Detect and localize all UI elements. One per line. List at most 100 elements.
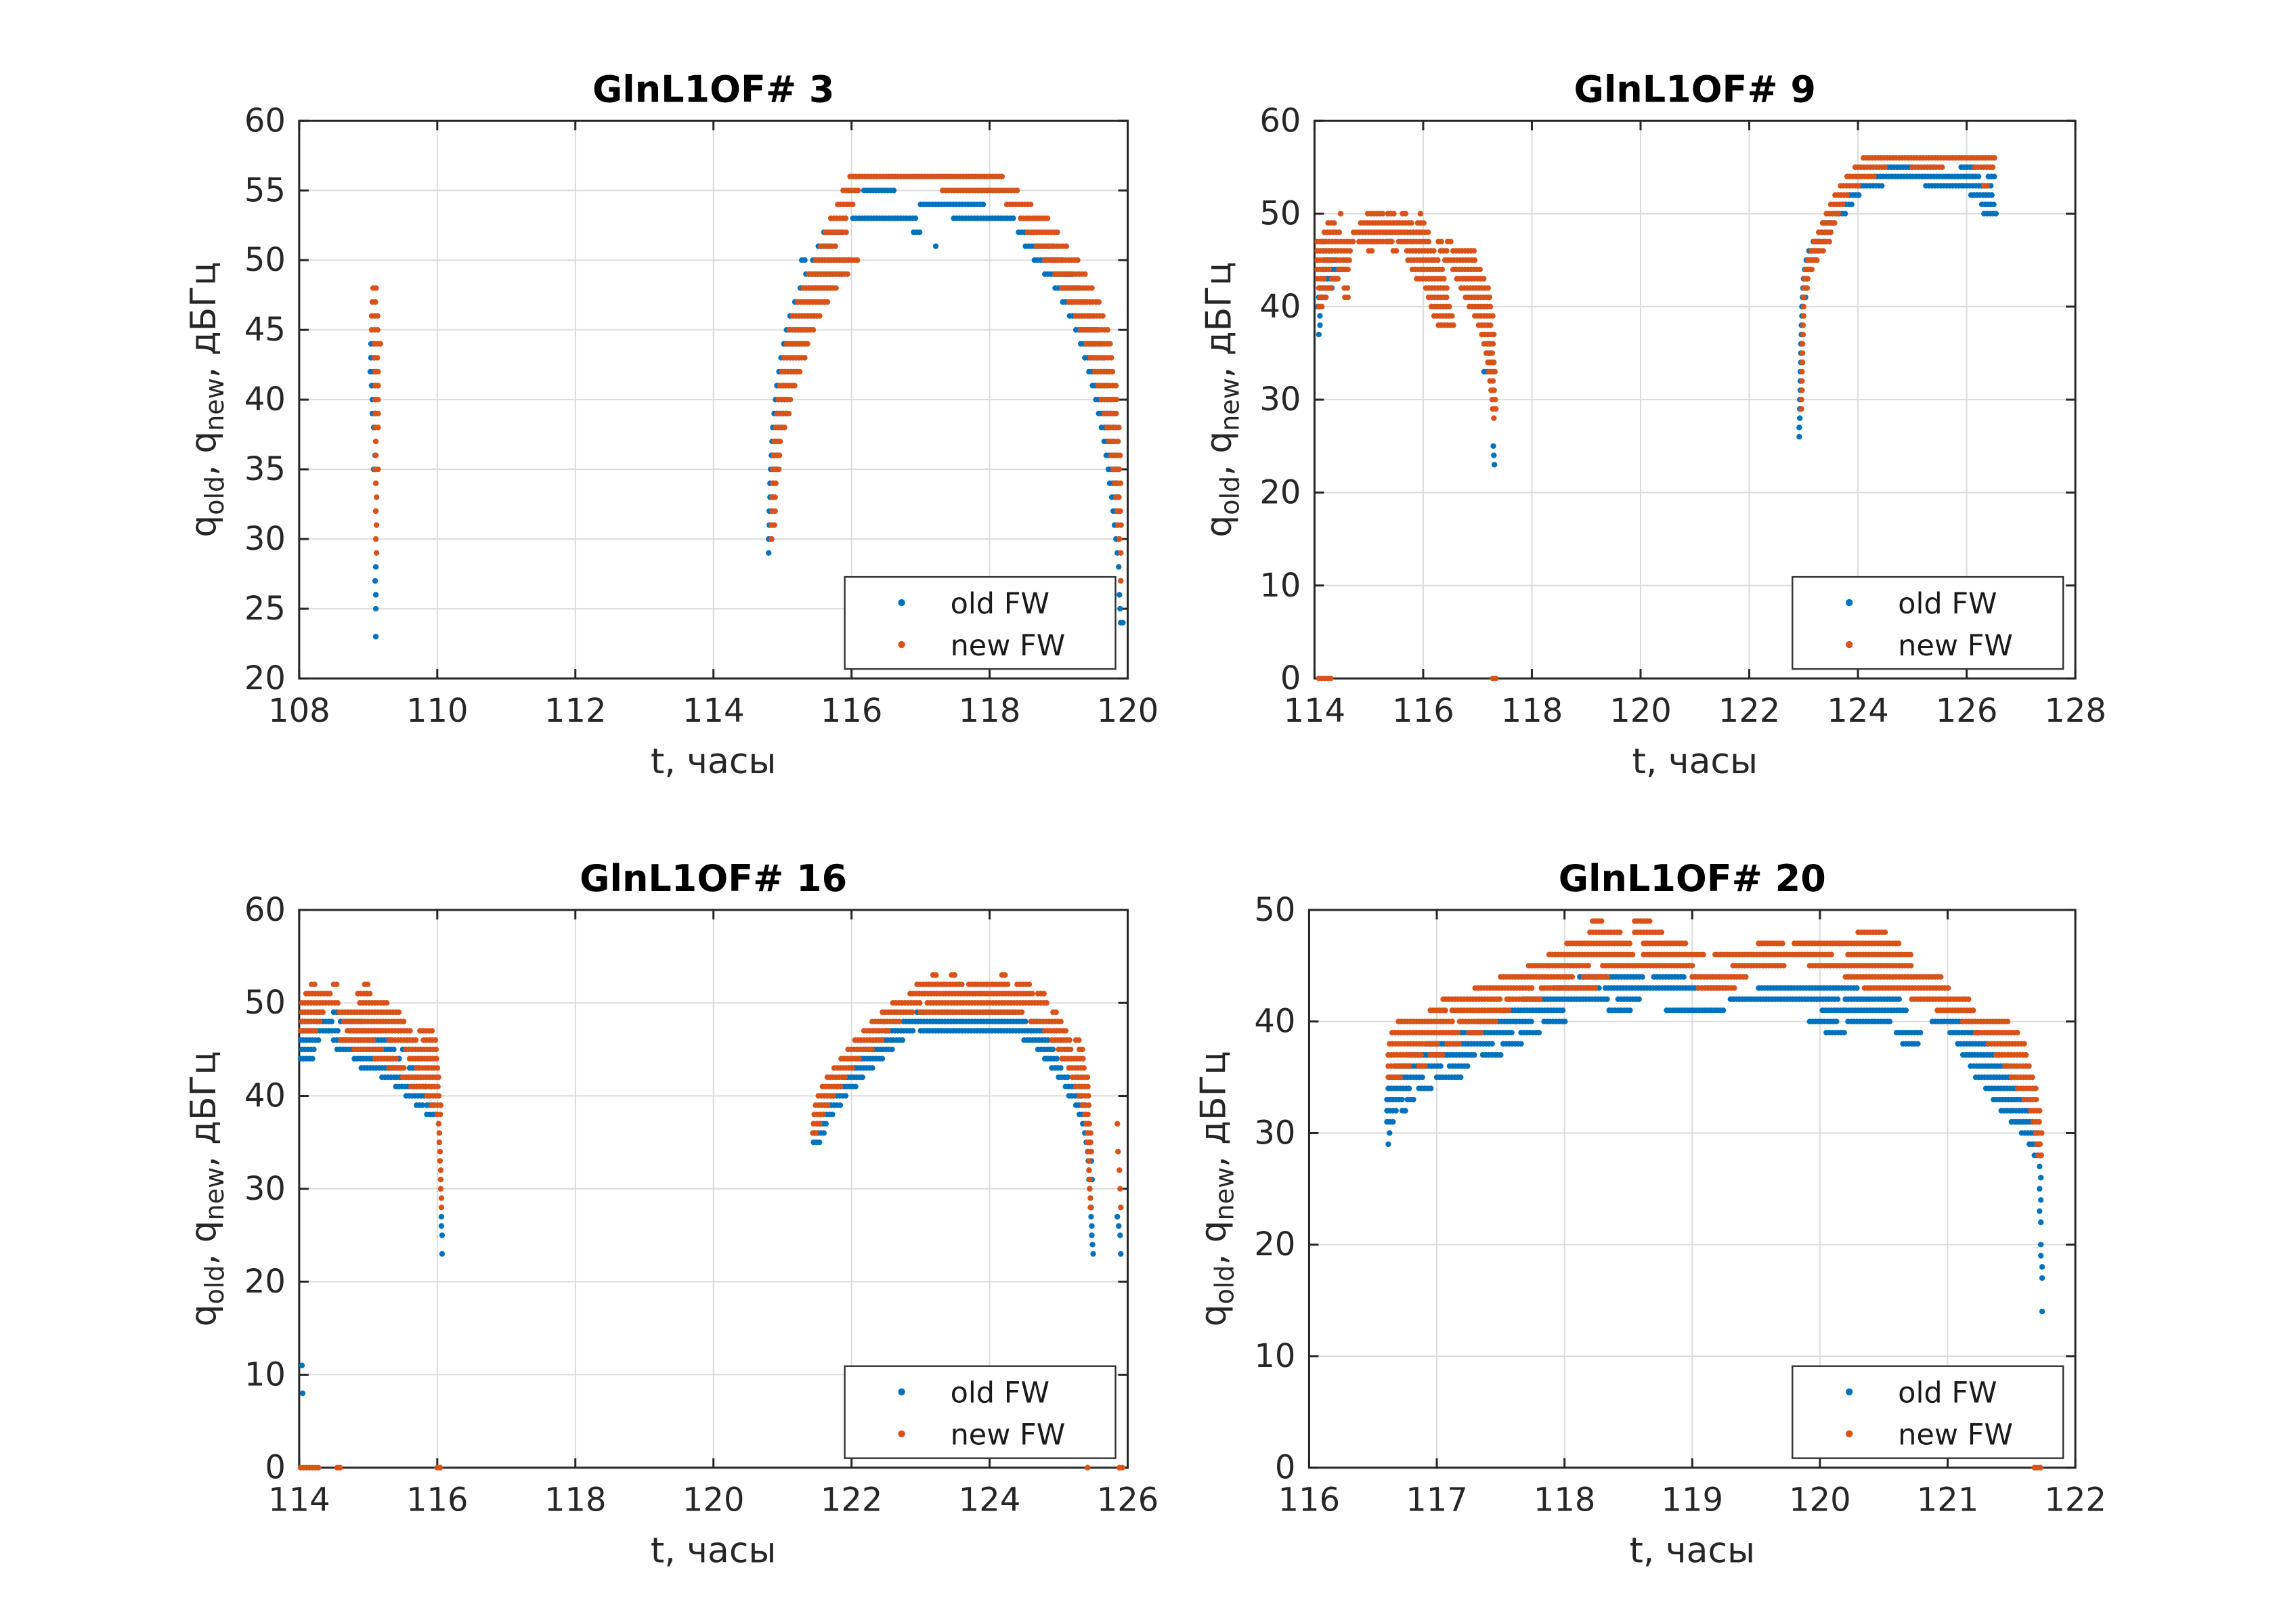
x-tick-label: 122 xyxy=(1718,692,1781,730)
x-tick-label: 116 xyxy=(1392,692,1454,730)
x-tick-label: 122 xyxy=(821,1481,883,1519)
legend-label: old FW xyxy=(951,587,1049,621)
subplot-title: GlnL1OF# 9 xyxy=(1574,68,1816,110)
tick-marks xyxy=(1313,119,2077,680)
y-tick-label: 60 xyxy=(244,102,286,139)
x-tick-label: 122 xyxy=(2044,1481,2106,1519)
series-new-fw-dots xyxy=(1385,918,2045,1471)
x-tick-label: 112 xyxy=(544,692,607,730)
legend-label: new FW xyxy=(1898,1418,2013,1452)
x-tick-label: 118 xyxy=(1501,692,1563,730)
x-axis-label: t, часы xyxy=(651,1531,777,1571)
legend-label: old FW xyxy=(1898,1376,1997,1410)
y-axis-label: qold, qnew, дБГц xyxy=(183,1051,230,1326)
y-tick-label: 20 xyxy=(244,659,286,697)
y-tick-label: 25 xyxy=(244,590,286,628)
y-tick-label: 35 xyxy=(244,450,286,488)
x-tick-label: 124 xyxy=(959,1481,1021,1519)
legend-marker-new-fw xyxy=(1845,1430,1853,1437)
y-tick-label: 50 xyxy=(244,241,286,279)
x-axis-label: t, часы xyxy=(1629,1531,1755,1571)
y-tick-label: 20 xyxy=(244,1263,286,1301)
y-axis-label: qold, qnew, дБГц xyxy=(1198,262,1244,538)
y-tick-label: 10 xyxy=(244,1355,286,1393)
y-tick-label: 50 xyxy=(1259,195,1301,233)
y-tick-label: 30 xyxy=(244,1170,286,1208)
x-tick-label: 108 xyxy=(268,692,330,730)
x-tick-label: 120 xyxy=(683,1481,745,1519)
y-tick-label: 0 xyxy=(265,1449,286,1487)
x-tick-label: 114 xyxy=(683,692,745,730)
legend-label: new FW xyxy=(951,629,1066,663)
series-old-fw-dots xyxy=(1384,974,2045,1315)
subplot-glnl1of-20: 116 117 118 119 120 121 122 0 10 20 30 40 50 GlnL1OF#… xyxy=(1193,857,2106,1571)
legend-box xyxy=(1792,576,2064,670)
series-new-fw-dots xyxy=(1314,155,1997,682)
x-tick-label: 126 xyxy=(1936,692,1998,730)
x-tick-label: 119 xyxy=(1661,1481,1723,1519)
legend-marker-new-fw xyxy=(1845,641,1853,649)
legend: old FW new FW xyxy=(844,576,1117,670)
x-tick-label: 116 xyxy=(1278,1481,1341,1519)
legend-marker-new-fw xyxy=(898,1430,905,1437)
x-tick-label: 114 xyxy=(268,1481,330,1519)
x-tick-label: 120 xyxy=(1097,692,1159,730)
y-tick-label: 50 xyxy=(244,984,286,1022)
x-tick-label: 116 xyxy=(406,1481,469,1519)
y-tick-label: 40 xyxy=(1254,1003,1295,1041)
y-tick-label: 60 xyxy=(244,891,286,929)
x-tick-label: 116 xyxy=(821,692,883,730)
x-tick-label: 114 xyxy=(1284,692,1346,730)
y-tick-label: 0 xyxy=(1275,1449,1296,1487)
legend-box xyxy=(1792,1365,2064,1459)
x-tick-label: 128 xyxy=(2044,692,2106,730)
y-tick-label: 40 xyxy=(1259,288,1301,326)
subplot-glnl1of-3: 108 110 112 114 116 118 120 20 25 30 35 40 45 50 55 60 G… xyxy=(183,68,1158,782)
series-old-fw-dots xyxy=(367,188,1126,640)
x-tick-label: 110 xyxy=(406,692,469,730)
y-axis-label: qold, qnew, дБГц xyxy=(183,262,230,538)
x-tick-label: 118 xyxy=(1534,1481,1596,1519)
legend-box xyxy=(844,1365,1117,1459)
subplot-glnl1of-16: 114 116 118 120 122 124 126 0 10 20 30 40 50 60 GlnL1O… xyxy=(183,857,1158,1571)
x-tick-label: 118 xyxy=(959,692,1021,730)
y-tick-label: 20 xyxy=(1259,473,1301,511)
x-tick-label: 117 xyxy=(1406,1481,1468,1519)
series-old-fw-dots xyxy=(1315,164,1999,468)
legend: old FW new FW xyxy=(844,1365,1117,1459)
legend-marker-old-fw xyxy=(1845,1388,1853,1395)
x-axis-label: t, часы xyxy=(651,741,777,782)
y-tick-label: 45 xyxy=(244,311,286,349)
y-tick-label: 60 xyxy=(1259,102,1301,139)
x-tick-label: 120 xyxy=(1609,692,1672,730)
subplot-title: GlnL1OF# 16 xyxy=(580,857,847,900)
y-tick-label: 30 xyxy=(1254,1114,1295,1152)
y-tick-label: 30 xyxy=(1259,381,1301,418)
legend-marker-old-fw xyxy=(1845,599,1853,607)
y-tick-label: 30 xyxy=(244,520,286,558)
x-tick-label: 120 xyxy=(1789,1481,1851,1519)
tick-marks xyxy=(1307,909,2077,1469)
y-tick-label: 20 xyxy=(1254,1225,1295,1263)
y-tick-label: 10 xyxy=(1254,1337,1295,1375)
legend-box xyxy=(844,576,1117,670)
legend-label: new FW xyxy=(951,1418,1066,1452)
x-axis-label: t, часы xyxy=(1632,741,1758,782)
subplot-glnl1of-9: 114 116 118 120 122 124 126 128 0 10 20 30 40 50 60 Gln… xyxy=(1198,68,2106,782)
grid-lines xyxy=(299,121,1128,679)
x-tick-label: 118 xyxy=(544,1481,607,1519)
legend-marker-old-fw xyxy=(898,1388,905,1395)
y-tick-label: 40 xyxy=(244,381,286,418)
tick-marks xyxy=(298,119,1129,680)
subplot-title: GlnL1OF# 3 xyxy=(592,68,834,110)
legend-label: new FW xyxy=(1898,629,2013,663)
legend: old FW new FW xyxy=(1792,576,2064,670)
y-tick-label: 55 xyxy=(244,171,286,209)
grid-lines xyxy=(1314,121,2076,679)
series-new-fw-dots xyxy=(297,972,1125,1471)
legend-marker-new-fw xyxy=(898,641,905,649)
y-tick-label: 50 xyxy=(1254,891,1295,929)
y-tick-label: 10 xyxy=(1259,567,1301,605)
